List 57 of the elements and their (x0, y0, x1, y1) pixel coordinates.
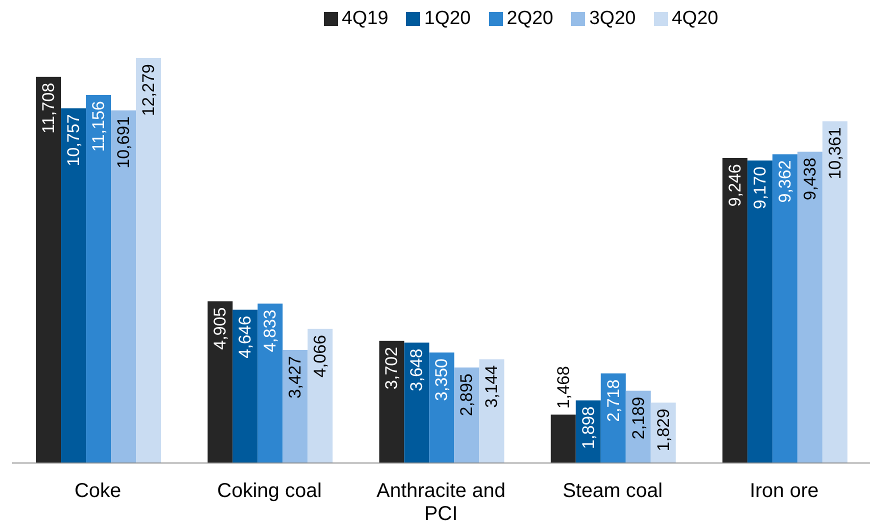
data-label: 2,718 (604, 379, 623, 422)
legend-label: 2Q20 (506, 8, 554, 30)
data-label: 12,279 (139, 64, 158, 116)
data-label: 4,833 (260, 310, 280, 352)
x-tick-label: Steam coal (562, 480, 663, 502)
bar (747, 160, 772, 463)
data-label: 3,702 (382, 346, 402, 390)
bar (86, 95, 112, 463)
bar (379, 340, 404, 463)
legend-label: 3Q20 (588, 8, 636, 30)
bar (136, 58, 162, 463)
bar (404, 342, 430, 463)
bar (797, 152, 822, 463)
bar (308, 328, 333, 463)
data-label: 1,898 (578, 406, 598, 449)
data-label: 2,189 (628, 396, 648, 440)
bar (429, 352, 454, 463)
data-label: 11,708 (39, 82, 58, 134)
data-label: 10,757 (64, 114, 84, 166)
bar (454, 368, 480, 463)
bar (36, 76, 62, 463)
x-tick-label: Coke (74, 480, 122, 502)
bar (550, 414, 576, 463)
x-tick-label: Anthracite and PCI (376, 480, 506, 525)
bar (61, 108, 86, 463)
bar (208, 301, 233, 463)
data-label: 4,905 (210, 307, 230, 350)
bar (258, 304, 283, 463)
data-label: 3,350 (432, 358, 452, 402)
bar (600, 373, 626, 463)
bar (111, 110, 136, 463)
data-label: 1,468 (554, 366, 573, 409)
data-label: 9,170 (750, 166, 770, 210)
data-label: 2,895 (457, 374, 476, 416)
legend-label: 4Q20 (670, 8, 718, 30)
data-label: 1,829 (654, 408, 673, 452)
legend-label: 1Q20 (423, 8, 471, 30)
data-label: 9,438 (800, 158, 820, 200)
data-label: 9,362 (775, 160, 794, 203)
bar (722, 158, 748, 463)
data-label: 3,144 (482, 365, 502, 408)
data-label: 11,156 (89, 101, 108, 152)
x-tick-label: Coking coal (217, 480, 322, 502)
bar (282, 350, 308, 463)
data-label: 4,066 (310, 334, 330, 378)
bar (479, 359, 504, 463)
bar (232, 310, 258, 463)
data-label: 10,361 (825, 127, 844, 180)
data-label: 4,646 (236, 316, 255, 358)
bar (822, 121, 848, 463)
data-label: 10,691 (114, 116, 134, 168)
data-label: 9,246 (725, 164, 744, 207)
data-label: 3,648 (407, 348, 426, 392)
legend-label: 4Q19 (340, 8, 388, 30)
x-tick-label: Iron ore (750, 480, 819, 502)
data-label: 3,427 (286, 356, 305, 399)
bar (772, 154, 798, 463)
